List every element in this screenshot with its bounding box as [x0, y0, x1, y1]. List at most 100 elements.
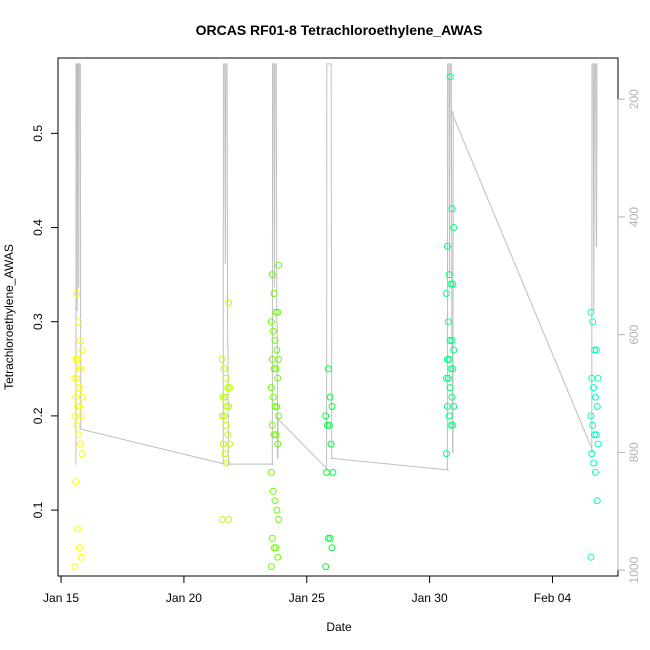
data-point	[275, 516, 283, 523]
data-point	[78, 393, 86, 401]
y2-tick-label: 800	[627, 442, 641, 462]
x-tick-label: Feb 04	[534, 591, 572, 605]
data-point	[270, 290, 278, 297]
data-point	[269, 487, 277, 495]
x-axis: Jan 15 Jan 20 Jan 25 Jan 30 Feb 04	[43, 575, 572, 605]
data-point	[324, 534, 332, 542]
data-point	[445, 271, 453, 279]
data-point	[274, 553, 282, 561]
data-point	[271, 497, 279, 505]
data-point	[272, 308, 280, 316]
y-tick-label: 0.2	[31, 407, 45, 424]
data-point	[270, 431, 278, 439]
data-point	[72, 478, 80, 486]
data-point	[77, 412, 85, 420]
data-point	[269, 327, 277, 335]
pressure-layer	[75, 63, 598, 471]
pressure-trace-6	[591, 63, 598, 453]
data-point	[218, 412, 226, 420]
data-point	[328, 544, 336, 552]
data-point	[274, 374, 282, 382]
data-point	[75, 365, 83, 373]
data-point	[267, 318, 275, 326]
data-point	[269, 393, 277, 401]
data-point	[328, 403, 336, 410]
y2-tick-label: 1000	[627, 556, 641, 583]
data-point	[71, 374, 79, 382]
data-point	[275, 261, 283, 269]
data-point	[222, 374, 230, 382]
data-point	[71, 563, 79, 571]
data-point	[271, 337, 279, 344]
data-point	[273, 506, 281, 514]
pressure-trace-4	[325, 63, 333, 471]
data-point	[275, 355, 283, 363]
data-point	[446, 337, 454, 344]
data-point	[443, 374, 450, 382]
y2-tick-label: 200	[627, 89, 641, 109]
y2-tick-label: 400	[627, 207, 641, 227]
data-point	[322, 412, 330, 420]
y-tick-label: 0.1	[31, 501, 45, 518]
y-tick-label: 0.5	[31, 125, 45, 142]
data-point	[446, 73, 454, 81]
data-point	[323, 468, 331, 476]
data-point	[443, 290, 450, 297]
data-point	[218, 516, 226, 523]
y-axis-label: Tetrachloroethylene_AWAS	[2, 244, 16, 390]
data-point	[587, 412, 595, 420]
data-point	[223, 459, 231, 467]
data-point	[225, 516, 233, 523]
data-point	[447, 421, 455, 429]
y-axis: 0.1 0.2 0.3 0.4 0.5	[31, 125, 59, 518]
data-point	[443, 242, 451, 250]
data-point	[448, 393, 456, 401]
data-point	[590, 384, 598, 392]
data-point	[267, 384, 275, 392]
data-point	[76, 337, 84, 344]
y2-axis: 200 400 600 800 1000	[617, 89, 641, 583]
pressure-link-1	[79, 428, 225, 465]
data-point	[271, 403, 279, 410]
data-point	[78, 346, 86, 354]
y2-tick-label: 600	[627, 324, 641, 344]
data-point	[587, 553, 595, 561]
plot-frame	[57, 57, 619, 577]
data-point	[594, 374, 602, 382]
x-tick-label: Jan 15	[43, 591, 79, 605]
data-point	[268, 534, 276, 542]
data-point	[450, 346, 458, 354]
pressure-trace-2	[222, 63, 229, 465]
data-point	[446, 384, 454, 392]
pressure-link-4	[330, 457, 450, 471]
data-point	[226, 440, 233, 448]
x-tick-label: Jan 30	[412, 591, 448, 605]
data-point	[224, 431, 232, 439]
data-point	[218, 355, 226, 363]
data-point	[589, 318, 597, 326]
data-point	[322, 563, 330, 571]
points-layer	[71, 73, 602, 571]
data-point	[593, 497, 601, 505]
data-point	[590, 459, 598, 467]
data-point	[270, 544, 278, 552]
data-point	[594, 440, 602, 448]
data-point	[71, 412, 79, 420]
data-point	[448, 205, 456, 213]
data-point	[76, 440, 84, 448]
y-tick-label: 0.3	[31, 313, 45, 330]
data-point	[273, 346, 281, 354]
chart-title: ORCAS RF01-8 Tetrachloroethylene_AWAS	[196, 22, 483, 38]
data-point	[223, 403, 231, 410]
data-point	[327, 440, 335, 448]
data-point	[268, 271, 276, 279]
pressure-trace-5	[446, 63, 454, 471]
data-point	[591, 431, 598, 439]
data-point	[324, 365, 332, 373]
data-point	[450, 403, 458, 410]
x-tick-label: Jan 25	[289, 591, 325, 605]
data-point	[587, 308, 595, 316]
data-point	[593, 403, 601, 410]
data-point	[267, 563, 275, 571]
